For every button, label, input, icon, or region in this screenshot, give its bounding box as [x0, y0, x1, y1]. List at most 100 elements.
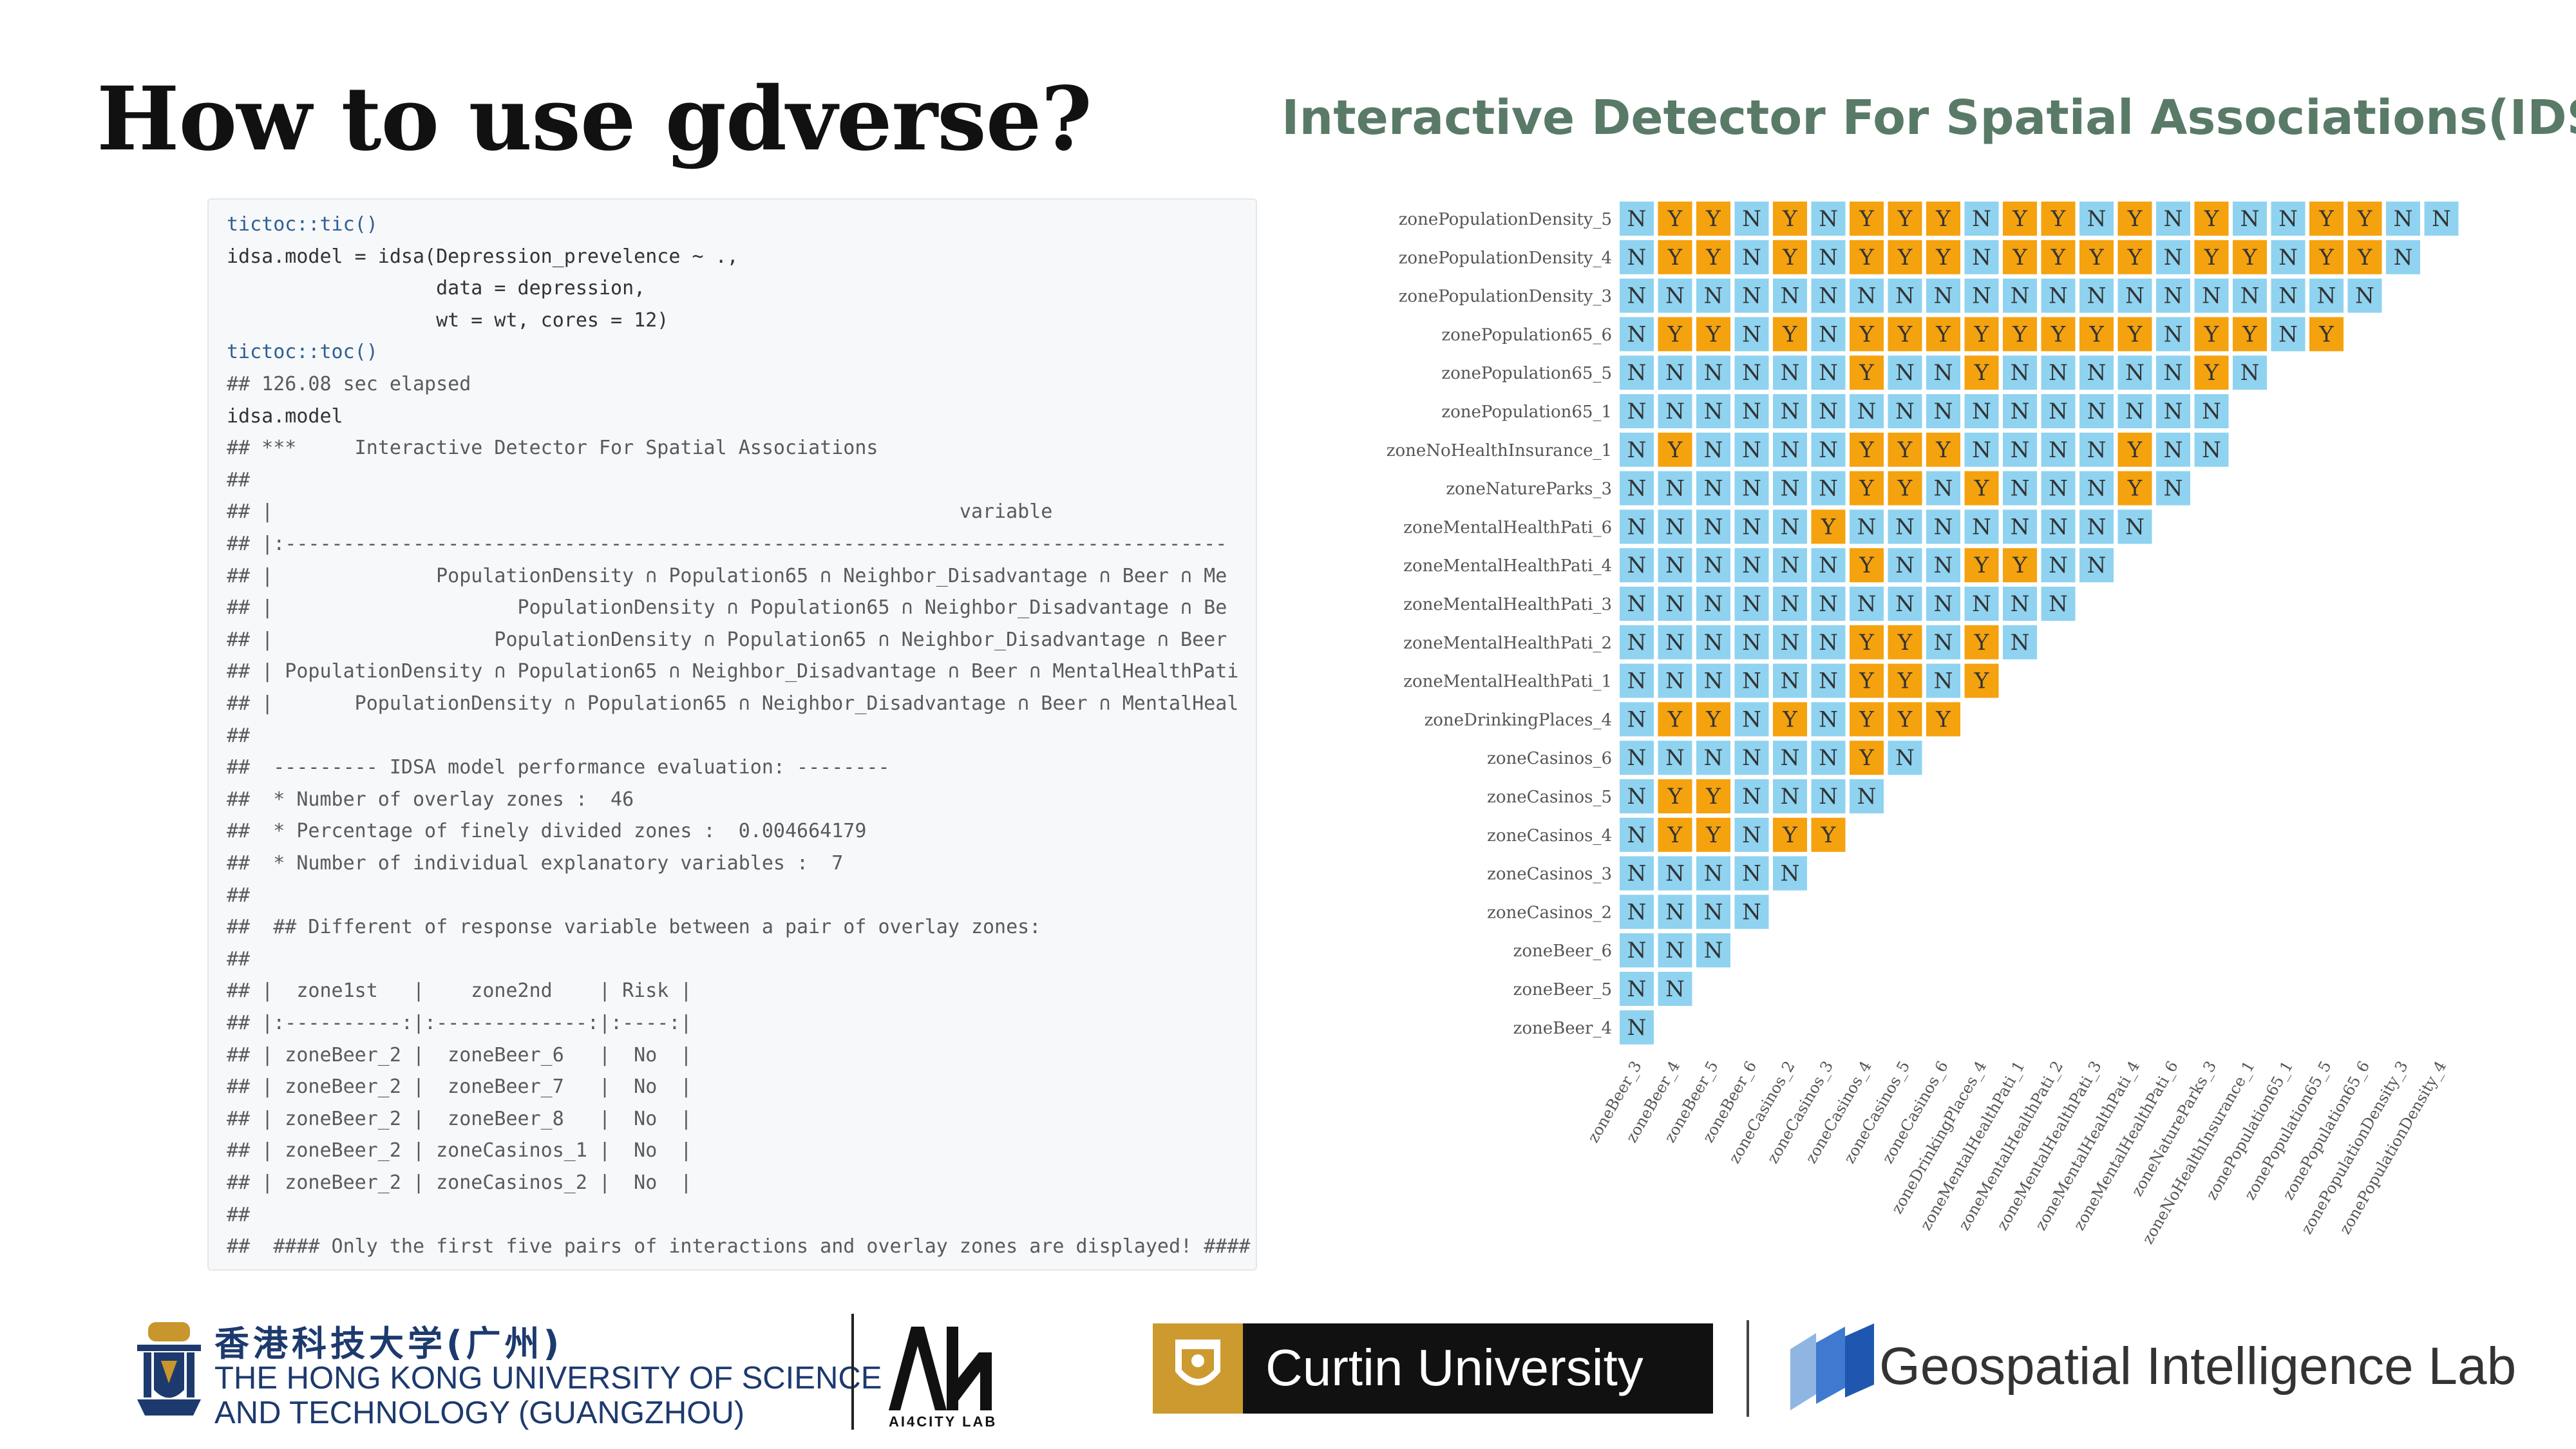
matrix-cell-value: N — [2087, 360, 2107, 386]
logo-divider — [851, 1314, 854, 1430]
matrix-cell-value: N — [2278, 321, 2298, 347]
matrix-cell-value: Y — [1897, 706, 1913, 732]
matrix-cell — [1964, 432, 1999, 467]
matrix-cell-value: N — [1972, 283, 1991, 309]
matrix-cell — [1888, 509, 1922, 544]
matrix-cell — [2117, 394, 2152, 428]
matrix-cell-value: N — [2240, 283, 2260, 309]
matrix-cell-value: N — [1665, 360, 1685, 386]
matrix-cell — [1620, 741, 1654, 775]
matrix-cell-value: Y — [2204, 321, 2219, 347]
matrix-cell — [1811, 779, 1846, 813]
matrix-cell-value: N — [1819, 437, 1838, 463]
code-line: ## | zoneBeer_2 | zoneBeer_8 | No | — [227, 1107, 692, 1130]
matrix-cell — [1734, 278, 1769, 313]
matrix-cell — [1888, 587, 1922, 621]
code-line: ## 126.08 sec elapsed — [227, 373, 471, 395]
matrix-cell-value: N — [2164, 476, 2183, 502]
matrix-cell — [1696, 240, 1730, 274]
matrix-cell — [1620, 779, 1654, 813]
matrix-cell — [2233, 317, 2267, 352]
matrix-cell — [1734, 355, 1769, 390]
matrix-cell — [1773, 779, 1807, 813]
curtin-university-label: Curtin University — [1265, 1339, 1643, 1396]
matrix-cell-value: Y — [2050, 321, 2066, 347]
idsa-risk-matrix: zonePopulationDensity_5 N Y Y N Y N Y Y Y N Y Y N Y N Y N… — [1387, 202, 2459, 1247]
matrix-cell-value: N — [1627, 553, 1647, 578]
matrix-cell — [2079, 394, 2114, 428]
matrix-cell-value: N — [1934, 514, 1953, 540]
matrix-cell-value: N — [2202, 437, 2221, 463]
curtin-crest-icon — [1153, 1323, 1243, 1414]
matrix-cell-value: N — [1627, 360, 1647, 386]
matrix-cell-value: N — [1819, 283, 1838, 309]
matrix-cell — [1964, 509, 1999, 544]
matrix-cell-value: Y — [1667, 245, 1683, 270]
matrix-cell-value: Y — [1974, 360, 1989, 386]
matrix-cell-value: N — [1819, 360, 1838, 386]
slide-subtitle: Interactive Detector For Spatial Associa… — [1282, 90, 2576, 146]
matrix-cell-value: N — [1665, 899, 1685, 925]
matrix-cell-value: N — [2049, 437, 2068, 463]
matrix-cell — [2041, 432, 2076, 467]
row-label: zonePopulationDensity_5 — [1399, 210, 1612, 229]
matrix-cell — [1734, 625, 1769, 659]
matrix-cell-value: N — [1934, 476, 1953, 502]
matrix-cell — [2003, 202, 2037, 236]
matrix-cell — [1620, 432, 1654, 467]
matrix-cell-value: Y — [1859, 437, 1874, 463]
matrix-cell — [2347, 240, 2382, 274]
matrix-cell — [2003, 471, 2037, 506]
matrix-cell — [1734, 702, 1769, 737]
matrix-cell — [1926, 587, 1960, 621]
matrix-cell — [1696, 317, 1730, 352]
matrix-cell — [1696, 471, 1730, 506]
code-line: ## — [227, 468, 251, 491]
matrix-cell-value: Y — [2242, 245, 2257, 270]
matrix-cell — [1926, 355, 1960, 390]
row-label: zoneCasinos_5 — [1487, 788, 1612, 807]
matrix-cell-value: N — [2011, 591, 2030, 617]
matrix-cell-value: N — [1742, 706, 1761, 732]
matrix-cell-value: N — [2125, 283, 2145, 309]
matrix-cell-value: N — [1934, 668, 1953, 694]
matrix-cell — [1850, 663, 1884, 698]
matrix-cell — [1926, 625, 1960, 659]
matrix-cell-value: N — [1627, 861, 1647, 887]
matrix-cell-value: Y — [1705, 245, 1721, 270]
matrix-cell-value: N — [2087, 514, 2107, 540]
matrix-cell-value: N — [2011, 399, 2030, 424]
matrix-cell — [2003, 587, 2037, 621]
code-line: ## * Number of individual explanatory va… — [227, 852, 844, 875]
matrix-cell-value: N — [1627, 938, 1647, 963]
matrix-cell-value: Y — [1859, 206, 1874, 232]
matrix-cell-value: Y — [2204, 206, 2219, 232]
row-label: zoneCasinos_2 — [1487, 903, 1612, 922]
matrix-cell-value: N — [1781, 591, 1800, 617]
row-label: zoneMentalHealthPati_6 — [1403, 518, 1612, 537]
matrix-cell — [1658, 317, 1692, 352]
matrix-cell — [2194, 317, 2229, 352]
matrix-cell-value: N — [1627, 476, 1647, 502]
matrix-cell — [1926, 394, 1960, 428]
matrix-cell — [1888, 432, 1922, 467]
matrix-cell-value: Y — [2127, 476, 2143, 502]
matrix-cell-value: Y — [2318, 206, 2334, 232]
matrix-cell-value: Y — [1974, 668, 1989, 694]
matrix-cell-value: Y — [2318, 245, 2334, 270]
matrix-cell-value: N — [2164, 360, 2183, 386]
matrix-cell-value: N — [1742, 514, 1761, 540]
matrix-cell — [1658, 587, 1692, 621]
matrix-cell-value: N — [1704, 861, 1723, 887]
matrix-cell — [2156, 278, 2190, 313]
matrix-cell-value: N — [2164, 206, 2183, 232]
matrix-cell — [1850, 702, 1884, 737]
matrix-cell-value: N — [1781, 553, 1800, 578]
matrix-cell — [1926, 509, 1960, 544]
matrix-cell-value: N — [1627, 1015, 1647, 1041]
matrix-cell-value: N — [1781, 360, 1800, 386]
matrix-cell-value: N — [1972, 514, 1991, 540]
matrix-cell — [1658, 895, 1692, 929]
matrix-cell — [2041, 548, 2076, 583]
matrix-cell-value: N — [2011, 514, 2030, 540]
